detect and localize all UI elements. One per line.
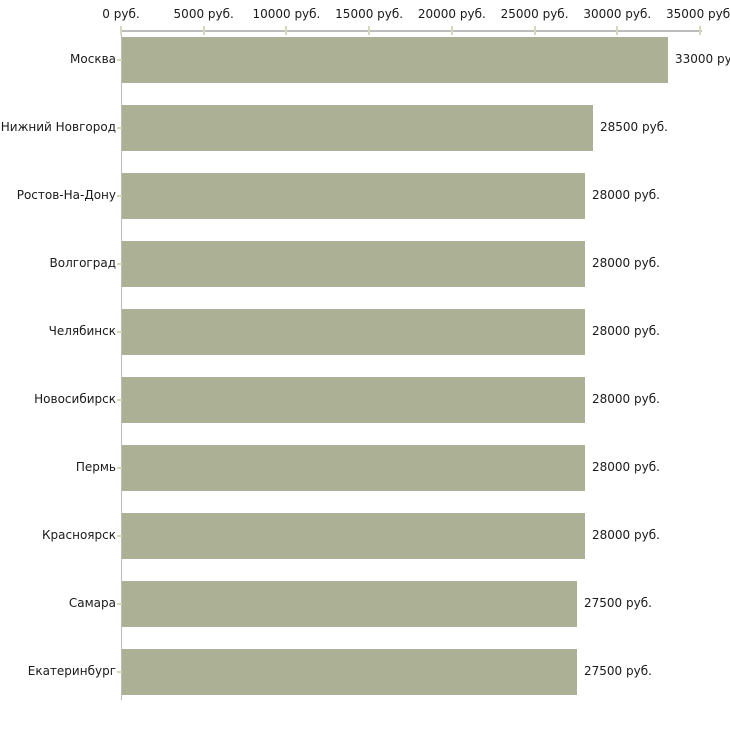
x-axis-tick-mark [450, 26, 453, 35]
x-axis-tick-mark [285, 26, 288, 35]
y-axis-line [121, 30, 122, 700]
y-axis-tick-mark [117, 671, 122, 673]
value-label: 28000 руб. [592, 460, 660, 474]
bar [122, 173, 585, 219]
category-label: Челябинск [48, 324, 116, 338]
x-axis-tick-label: 25000 руб. [500, 7, 569, 21]
value-label: 28000 руб. [592, 324, 660, 338]
category-label: Красноярск [42, 528, 116, 542]
x-axis-tick-mark [616, 26, 619, 35]
value-label: 28000 руб. [592, 188, 660, 202]
category-label: Нижний Новгород [0, 120, 116, 134]
x-axis-tick-label: 5000 руб. [173, 7, 234, 21]
category-label: Пермь [75, 460, 116, 474]
x-axis-tick-label: 0 руб. [102, 7, 140, 21]
value-label: 28000 руб. [592, 528, 660, 542]
x-axis-tick-label: 15000 руб. [335, 7, 404, 21]
bar [122, 377, 585, 423]
value-label: 28000 руб. [592, 392, 660, 406]
bar [122, 241, 585, 287]
category-label: Самара [68, 596, 116, 610]
y-axis-tick-mark [117, 263, 122, 265]
y-axis-tick-mark [117, 603, 122, 605]
bar [122, 309, 585, 355]
x-axis-tick-mark [202, 26, 205, 35]
y-axis-tick-mark [117, 195, 122, 197]
value-label: 27500 руб. [584, 596, 652, 610]
value-label: 33000 руб [675, 52, 730, 66]
category-label: Новосибирск [34, 392, 116, 406]
category-label: Волгоград [49, 256, 116, 270]
y-axis-tick-mark [117, 467, 122, 469]
y-axis-tick-mark [117, 399, 122, 401]
y-axis-tick-mark [117, 127, 122, 129]
category-label: Москва [70, 52, 116, 66]
y-axis-tick-mark [117, 331, 122, 333]
x-axis-tick-mark [368, 26, 371, 35]
x-axis-tick-mark [699, 26, 701, 35]
category-label: Ростов-На-Дону [16, 188, 116, 202]
y-axis-tick-mark [117, 59, 122, 61]
x-axis-line [121, 30, 702, 32]
bar [122, 581, 577, 627]
value-label: 28500 руб. [600, 120, 668, 134]
x-axis-tick-mark [120, 26, 122, 35]
bar [122, 445, 585, 491]
bar [122, 513, 585, 559]
x-axis-tick-label: 35000 руб. [666, 7, 730, 21]
y-axis-tick-mark [117, 535, 122, 537]
bar [122, 105, 593, 151]
value-label: 28000 руб. [592, 256, 660, 270]
bar [122, 649, 577, 695]
value-label: 27500 руб. [584, 664, 652, 678]
bar [122, 37, 668, 83]
x-axis-tick-mark [533, 26, 536, 35]
x-axis-tick-label: 20000 руб. [417, 7, 486, 21]
x-axis-tick-label: 10000 руб. [252, 7, 321, 21]
x-axis-tick-label: 30000 руб. [583, 7, 652, 21]
category-label: Екатеринбург [27, 664, 116, 678]
